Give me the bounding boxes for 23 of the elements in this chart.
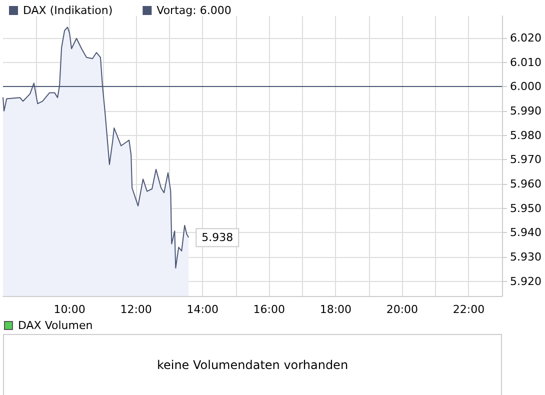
y-tick-label: 5.980 <box>510 128 542 142</box>
x-tick-label: 22:00 <box>452 303 485 316</box>
y-tick-label: 6.010 <box>510 56 542 69</box>
y-tick-label: 5.950 <box>510 202 542 215</box>
x-tick-label: 16:00 <box>253 303 285 316</box>
x-tick-label: 10:00 <box>54 303 86 316</box>
y-tick-label: 5.920 <box>510 274 542 288</box>
legend-label: Vortag: 6.000 <box>156 4 232 17</box>
y-tick-label: 5.940 <box>510 226 542 240</box>
legend-label: DAX (Indikation) <box>23 4 113 17</box>
annotation: 5.938 <box>202 231 234 244</box>
x-tick-label: 12:00 <box>120 303 152 316</box>
text: keine Volumendaten vorhanden <box>156 358 348 372</box>
y-tick-label: 6.020 <box>510 31 542 44</box>
y-tick-label: 5.990 <box>510 104 542 118</box>
y-tick-label: 5.930 <box>510 250 542 264</box>
text: DAX Volumen <box>18 318 93 332</box>
x-tick-label: 14:00 <box>186 303 218 316</box>
y-tick-label: 6.000 <box>510 80 542 94</box>
y-tick-label: 5.960 <box>510 178 542 190</box>
y-tick-label: 5.970 <box>510 153 542 166</box>
x-tick-label: 18:00 <box>320 303 352 316</box>
x-tick-label: 20:00 <box>386 303 418 316</box>
